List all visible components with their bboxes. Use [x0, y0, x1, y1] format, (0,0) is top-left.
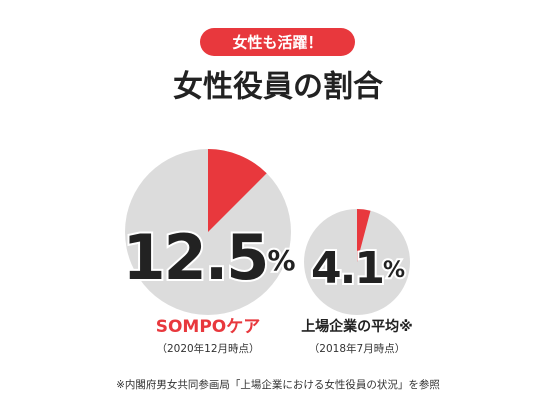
pie-name: SOMPOケア	[156, 317, 261, 337]
value-label: 4.1%	[311, 243, 405, 294]
footnote: ※内閣府男女共同参画局「上場企業における女性役員の状況」を参照	[116, 378, 440, 391]
badge: 女性も活躍！	[232, 34, 322, 52]
pie-name: 上場企業の平均※	[301, 318, 413, 335]
value-label: 12.5%	[122, 221, 295, 294]
pie-slice	[357, 209, 371, 262]
pie-subtitle: （2018年7月時点）	[309, 342, 405, 355]
pie-subtitle: （2020年12月時点）	[156, 342, 259, 355]
pie-slice	[208, 149, 267, 232]
title: 女性役員の割合	[173, 70, 383, 105]
badge-background	[200, 28, 355, 56]
